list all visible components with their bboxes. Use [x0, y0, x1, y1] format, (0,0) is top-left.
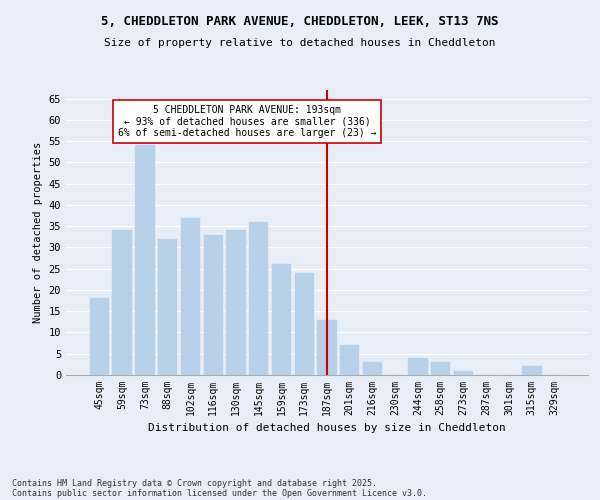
- X-axis label: Distribution of detached houses by size in Cheddleton: Distribution of detached houses by size …: [148, 424, 506, 434]
- Bar: [249, 222, 268, 375]
- Bar: [363, 362, 382, 375]
- Bar: [158, 239, 178, 375]
- Bar: [135, 146, 155, 375]
- Text: Size of property relative to detached houses in Cheddleton: Size of property relative to detached ho…: [104, 38, 496, 48]
- Y-axis label: Number of detached properties: Number of detached properties: [33, 142, 43, 323]
- Bar: [112, 230, 132, 375]
- Bar: [295, 273, 314, 375]
- Bar: [409, 358, 428, 375]
- Bar: [226, 230, 245, 375]
- Bar: [454, 370, 473, 375]
- Bar: [340, 345, 359, 375]
- Bar: [90, 298, 109, 375]
- Bar: [272, 264, 291, 375]
- Bar: [431, 362, 451, 375]
- Text: Contains public sector information licensed under the Open Government Licence v3: Contains public sector information licen…: [12, 488, 427, 498]
- Bar: [317, 320, 337, 375]
- Text: 5, CHEDDLETON PARK AVENUE, CHEDDLETON, LEEK, ST13 7NS: 5, CHEDDLETON PARK AVENUE, CHEDDLETON, L…: [101, 15, 499, 28]
- Text: 5 CHEDDLETON PARK AVENUE: 193sqm
← 93% of detached houses are smaller (336)
6% o: 5 CHEDDLETON PARK AVENUE: 193sqm ← 93% o…: [118, 105, 377, 138]
- Text: Contains HM Land Registry data © Crown copyright and database right 2025.: Contains HM Land Registry data © Crown c…: [12, 478, 377, 488]
- Bar: [181, 218, 200, 375]
- Bar: [203, 234, 223, 375]
- Bar: [522, 366, 542, 375]
